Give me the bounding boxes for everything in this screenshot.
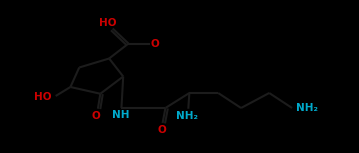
Text: O: O [158, 125, 166, 135]
Text: NH₂: NH₂ [176, 111, 198, 121]
Text: O: O [92, 111, 100, 121]
Text: O: O [151, 39, 159, 49]
Text: NH: NH [112, 110, 129, 120]
Text: HO: HO [34, 92, 51, 102]
Text: NH₂: NH₂ [295, 103, 318, 113]
Text: HO: HO [99, 18, 116, 28]
